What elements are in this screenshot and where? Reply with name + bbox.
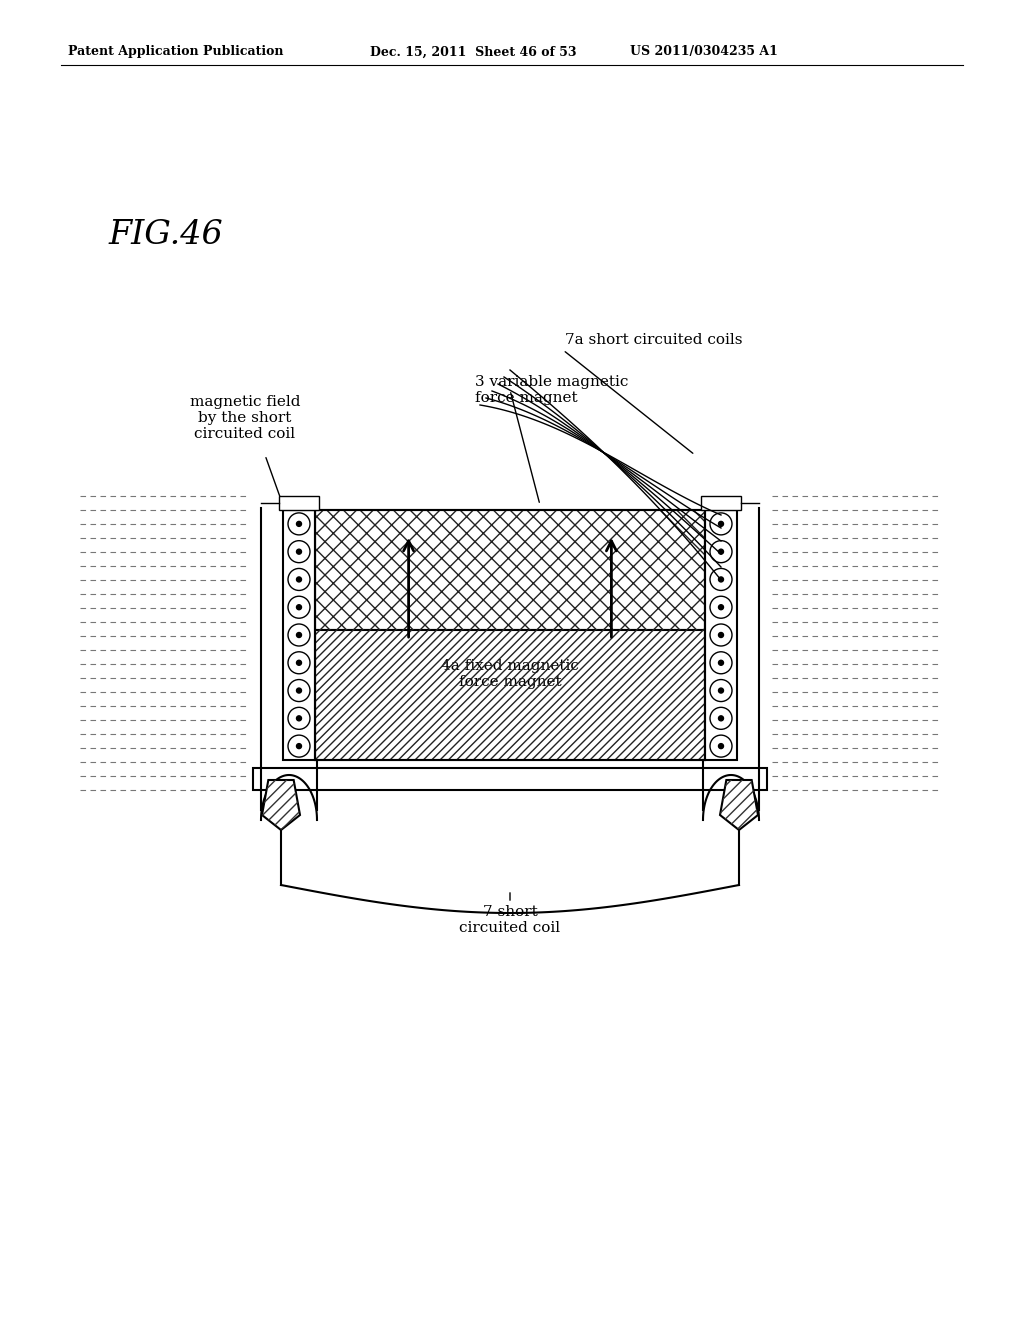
Bar: [283, 510, 315, 760]
Circle shape: [710, 708, 732, 730]
Bar: [701, 496, 741, 510]
Circle shape: [719, 688, 724, 693]
Circle shape: [710, 541, 732, 562]
Circle shape: [297, 632, 301, 638]
Circle shape: [297, 715, 301, 721]
Bar: [253, 768, 767, 789]
Circle shape: [297, 521, 301, 527]
Text: US 2011/0304235 A1: US 2011/0304235 A1: [630, 45, 778, 58]
Circle shape: [719, 743, 724, 748]
Circle shape: [719, 549, 724, 554]
Text: 7a short circuited coils: 7a short circuited coils: [565, 333, 742, 347]
Bar: [279, 496, 319, 510]
Circle shape: [288, 708, 310, 730]
Bar: [315, 510, 705, 630]
Circle shape: [710, 597, 732, 618]
Circle shape: [297, 660, 301, 665]
Circle shape: [297, 577, 301, 582]
Circle shape: [719, 577, 724, 582]
Circle shape: [710, 680, 732, 701]
Circle shape: [288, 735, 310, 758]
Circle shape: [288, 569, 310, 590]
Bar: [705, 510, 737, 760]
Bar: [315, 630, 705, 760]
Circle shape: [710, 513, 732, 535]
Text: 3 variable magnetic
force magnet: 3 variable magnetic force magnet: [475, 375, 629, 405]
Circle shape: [710, 624, 732, 645]
Polygon shape: [262, 780, 300, 830]
Circle shape: [288, 624, 310, 645]
Circle shape: [719, 715, 724, 721]
Polygon shape: [720, 780, 758, 830]
Circle shape: [288, 680, 310, 701]
Circle shape: [710, 652, 732, 673]
Text: Patent Application Publication: Patent Application Publication: [68, 45, 284, 58]
Circle shape: [719, 521, 724, 527]
Circle shape: [288, 513, 310, 535]
Circle shape: [710, 735, 732, 758]
Text: 4a fixed magnetic
force magnet: 4a fixed magnetic force magnet: [441, 659, 579, 689]
Circle shape: [719, 660, 724, 665]
Circle shape: [719, 605, 724, 610]
Circle shape: [288, 597, 310, 618]
Text: Dec. 15, 2011  Sheet 46 of 53: Dec. 15, 2011 Sheet 46 of 53: [370, 45, 577, 58]
Text: magnetic field
by the short
circuited coil: magnetic field by the short circuited co…: [189, 395, 300, 441]
Bar: [315, 510, 705, 760]
Circle shape: [288, 541, 310, 562]
Circle shape: [297, 549, 301, 554]
Bar: [315, 630, 705, 760]
Circle shape: [288, 652, 310, 673]
Bar: [315, 510, 705, 630]
Circle shape: [297, 688, 301, 693]
Text: 7 short
circuited coil: 7 short circuited coil: [460, 906, 560, 935]
Circle shape: [719, 632, 724, 638]
Circle shape: [297, 743, 301, 748]
Circle shape: [710, 569, 732, 590]
Circle shape: [297, 605, 301, 610]
Text: FIG.46: FIG.46: [108, 219, 223, 251]
